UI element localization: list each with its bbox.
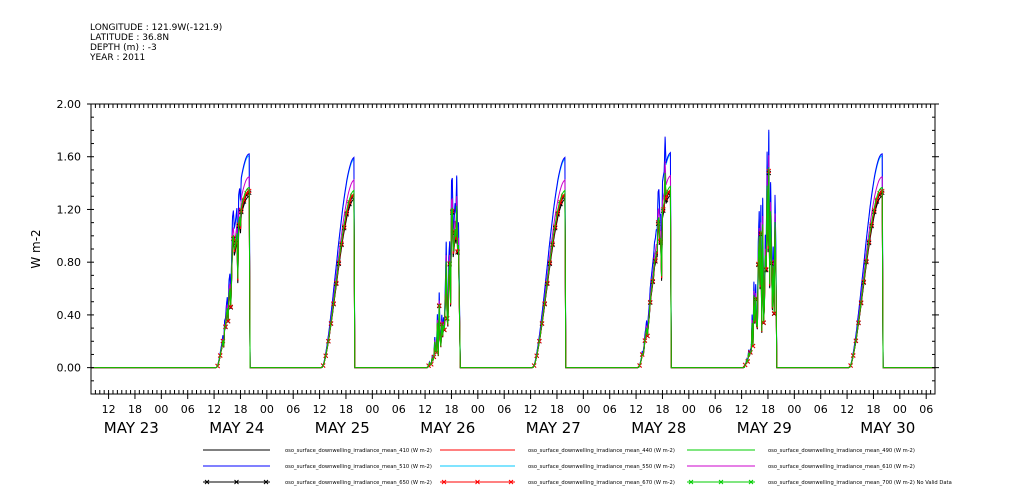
- y-tick-label: 1.20: [57, 203, 82, 216]
- legend-label: oso_surface_downwelling_irradiance_mean_…: [768, 480, 952, 486]
- x-tick-label: 12: [207, 403, 221, 416]
- legend-label: oso_surface_downwelling_irradiance_mean_…: [528, 448, 675, 454]
- x-tick-label: 18: [655, 403, 669, 416]
- series-line: [91, 172, 935, 369]
- legend-marker: [234, 479, 239, 485]
- y-axis-label: W m-2: [29, 229, 43, 268]
- legend-label: oso_surface_downwelling_irradiance_mean_…: [768, 464, 915, 470]
- x-day-label: MAY 28: [631, 419, 686, 437]
- series-line: [91, 167, 935, 369]
- header-depth: DEPTH (m) : -3: [90, 43, 157, 53]
- x-tick-label: 06: [497, 403, 511, 416]
- x-tick-label: 12: [524, 403, 538, 416]
- legend-label: oso_surface_downwelling_irradiance_mean_…: [768, 448, 915, 454]
- legend-label: oso_surface_downwelling_irradiance_mean_…: [528, 480, 675, 486]
- x-tick-label: 12: [840, 403, 854, 416]
- x-tick-label: 06: [919, 403, 933, 416]
- x-tick-label: 12: [629, 403, 643, 416]
- legend-marker: [748, 479, 754, 485]
- y-tick-label: 1.60: [57, 151, 82, 164]
- x-tick-label: 00: [787, 403, 801, 416]
- series-line: [91, 155, 935, 369]
- x-day-label: MAY 27: [526, 419, 581, 437]
- y-tick-label: 2.00: [57, 98, 82, 111]
- legend-label: oso_surface_downwelling_irradiance_mean_…: [528, 464, 675, 470]
- axes-layer: 0.00 0.40 0.80 1.20 1.60 2.00 12 18 00 06 12 18 00 06…: [57, 98, 939, 437]
- series-line: [91, 170, 935, 369]
- x-tick-label: 12: [313, 403, 327, 416]
- x-tick-label: 12: [102, 403, 116, 416]
- y-tick-label: 0.40: [57, 309, 82, 322]
- x-tick-label: 12: [735, 403, 749, 416]
- x-day-label: MAY 26: [420, 419, 475, 437]
- header-longitude: LONGITUDE : 121.9W(-121.9): [90, 23, 223, 33]
- y-tick-label: 0.80: [57, 256, 82, 269]
- x-tick-label: 00: [576, 403, 590, 416]
- x-day-label: MAY 29: [737, 419, 792, 437]
- series-line: [91, 176, 935, 369]
- legend-label: oso_surface_downwelling_irradiance_mean_…: [285, 464, 432, 470]
- series-layer: [91, 129, 935, 369]
- x-day-label: MAY 23: [104, 419, 159, 437]
- x-tick-label: 00: [682, 403, 696, 416]
- x-tick-label: 18: [866, 403, 880, 416]
- y-tick-label: 0.00: [57, 362, 82, 375]
- header-latitude: LATITUDE : 36.8N: [90, 33, 170, 43]
- x-tick-label: 06: [708, 403, 722, 416]
- legend-marker: [508, 479, 514, 485]
- x-tick-label: 00: [471, 403, 485, 416]
- header-year: YEAR : 2011: [90, 53, 146, 63]
- legend-label: oso_surface_downwelling_irradiance_mean_…: [285, 448, 432, 454]
- x-tick-label: 00: [893, 403, 907, 416]
- series-line: [91, 170, 935, 369]
- x-tick-label: 06: [286, 403, 300, 416]
- x-tick-label: 06: [392, 403, 406, 416]
- legend-marker: [263, 479, 269, 485]
- x-tick-label: 00: [365, 403, 379, 416]
- series-markers: [215, 170, 885, 369]
- plot-frame: [90, 103, 936, 395]
- legend-marker: [688, 479, 694, 485]
- legend-marker: [475, 479, 480, 485]
- x-day-label: MAY 30: [860, 419, 915, 437]
- legend-label: oso_surface_downwelling_irradiance_mean_…: [285, 480, 432, 486]
- x-tick-label: 06: [814, 403, 828, 416]
- legend-marker: [204, 479, 210, 485]
- x-tick-label: 06: [603, 403, 617, 416]
- legend-marker: [718, 479, 724, 485]
- x-tick-label: 18: [444, 403, 458, 416]
- x-day-label: MAY 25: [315, 419, 370, 437]
- x-tick-label: 00: [260, 403, 274, 416]
- x-day-label: MAY 24: [209, 419, 264, 437]
- x-tick-label: 18: [761, 403, 775, 416]
- series-line: [91, 131, 935, 369]
- legend: oso_surface_downwelling_irradiance_mean_…: [203, 448, 952, 486]
- x-tick-label: 00: [154, 403, 168, 416]
- legend-marker: [441, 479, 447, 485]
- x-tick-label: 18: [233, 403, 247, 416]
- x-tick-label: 18: [550, 403, 564, 416]
- x-tick-label: 12: [418, 403, 432, 416]
- x-tick-label: 18: [339, 403, 353, 416]
- x-tick-label: 06: [181, 403, 195, 416]
- x-tick-label: 18: [128, 403, 142, 416]
- series-line: [91, 129, 935, 369]
